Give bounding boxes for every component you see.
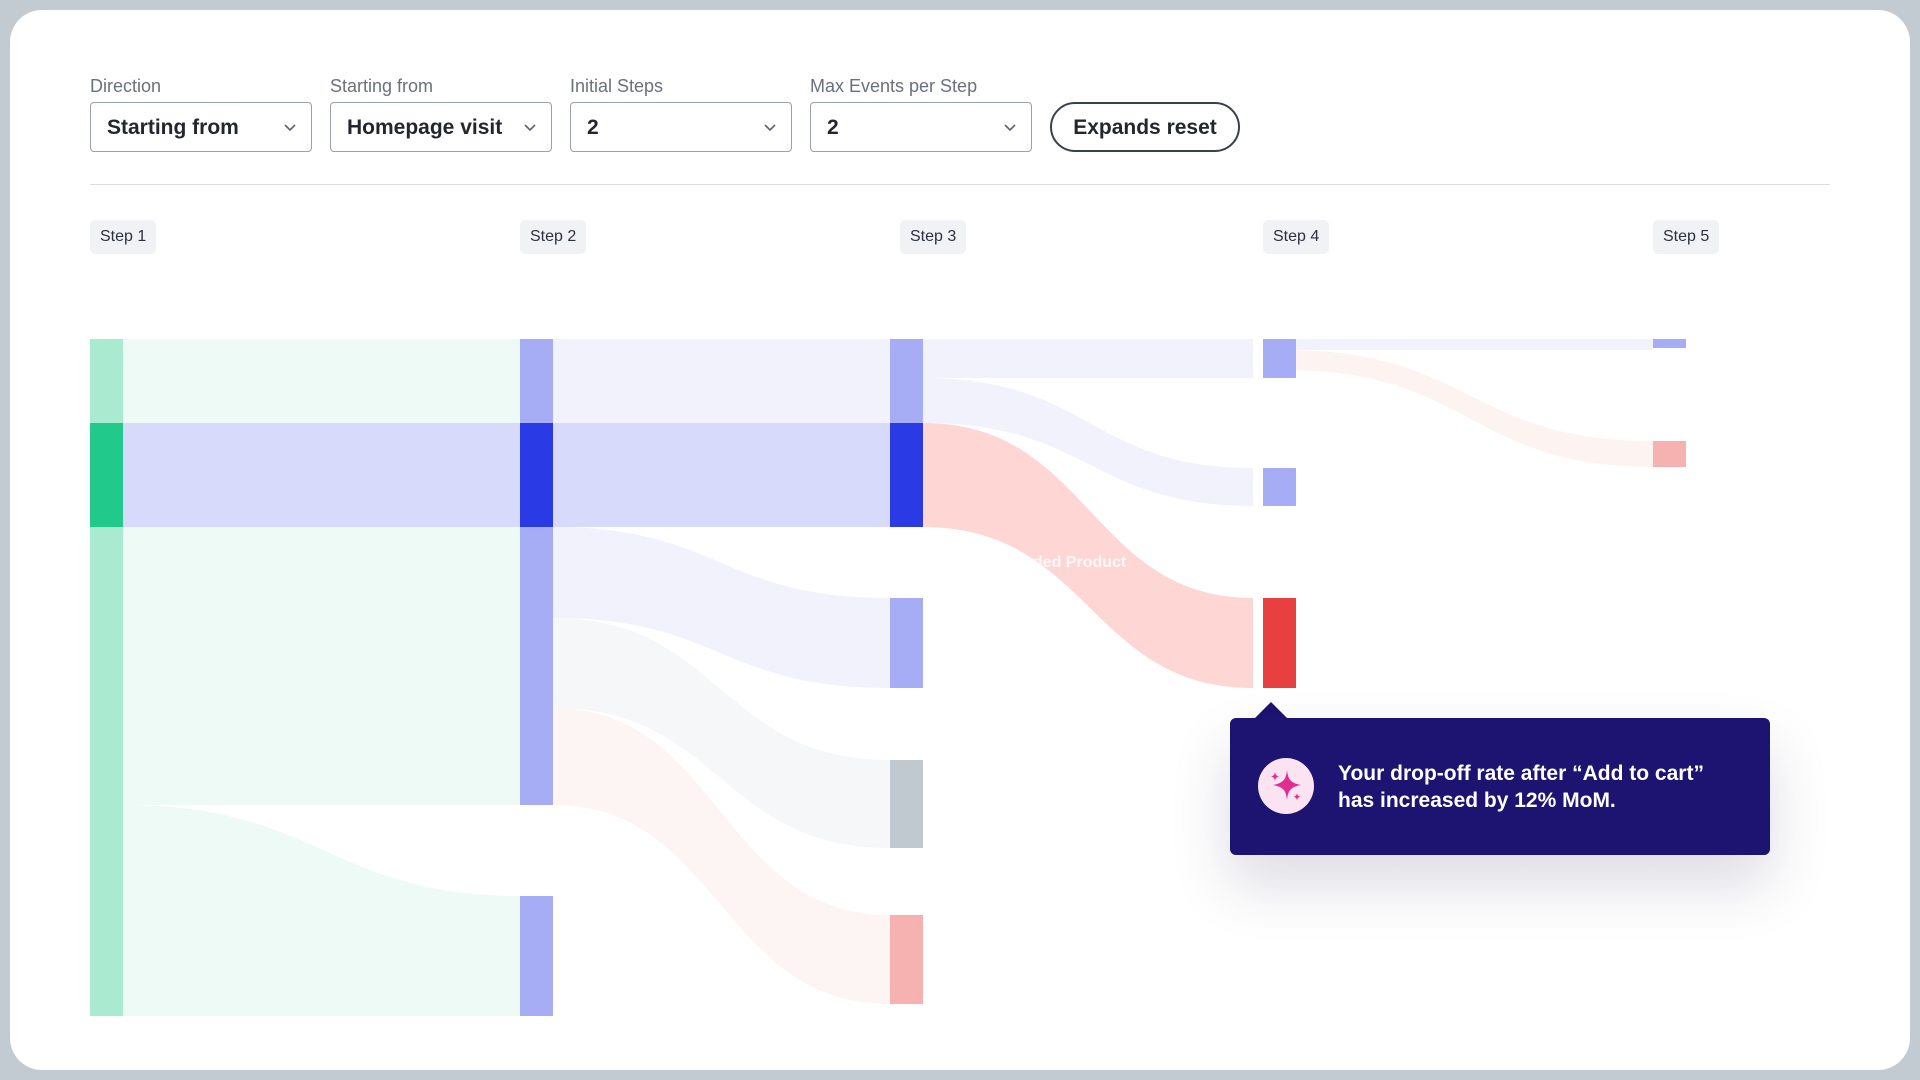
step-3-chip: Step 3	[900, 220, 967, 254]
chevron-down-icon	[764, 124, 776, 132]
divider	[90, 184, 1830, 185]
flow-node-homepage-visit[interactable]	[90, 423, 123, 527]
flow-node[interactable]	[1653, 441, 1686, 467]
flow-node[interactable]	[890, 339, 923, 423]
flow-link[interactable]	[1286, 339, 1653, 350]
starting-from-label: Starting from	[330, 76, 434, 96]
flow-node-selected[interactable]	[520, 423, 553, 527]
initial-steps-select-value: 2	[587, 116, 599, 139]
initial-steps-label: Initial Steps	[570, 76, 664, 96]
flow-link[interactable]	[123, 339, 520, 423]
sparkle-icon	[1258, 758, 1314, 814]
step-4-chip: Step 4	[1263, 220, 1330, 254]
starting-from-select[interactable]: Homepage visit	[330, 102, 552, 152]
flow-link[interactable]	[553, 708, 890, 1004]
flow-link[interactable]	[923, 339, 1253, 378]
flow-node[interactable]	[890, 915, 923, 1004]
chevron-down-icon	[524, 124, 536, 132]
starting-from-select-value: Homepage visit	[347, 116, 503, 139]
flow-node[interactable]	[890, 598, 923, 688]
flow-node-add-to-cart[interactable]	[1263, 598, 1296, 688]
flow-node[interactable]	[890, 760, 923, 848]
chevron-down-icon	[1004, 124, 1016, 132]
flow-node[interactable]	[520, 339, 553, 805]
flow-link[interactable]	[923, 378, 1253, 506]
flow-link[interactable]	[123, 527, 520, 805]
direction-select-value: Starting from	[107, 116, 239, 139]
direction-select[interactable]: Starting from	[90, 102, 312, 152]
flow-node[interactable]	[1263, 468, 1296, 506]
user-flow-diagram	[90, 339, 1686, 1016]
flow-link-label: mended Product	[1000, 554, 1127, 571]
flow-link[interactable]	[553, 618, 890, 848]
tooltip-message: Your drop-off rate after “Add to cart” h…	[1338, 762, 1704, 812]
flow-link[interactable]	[553, 423, 890, 527]
chevron-down-icon	[284, 124, 296, 132]
step-2-chip: Step 2	[520, 220, 587, 254]
step-5-chip: Step 5	[1653, 220, 1720, 254]
flow-link[interactable]	[553, 339, 890, 423]
direction-label: Direction	[90, 76, 162, 96]
flow-link[interactable]	[123, 423, 520, 527]
flow-link[interactable]	[553, 527, 890, 688]
flow-link[interactable]	[123, 805, 520, 1016]
expands-reset-button[interactable]: Expands reset	[1050, 102, 1240, 152]
max-events-select[interactable]: 2	[810, 102, 1032, 152]
flow-node[interactable]	[520, 896, 553, 1016]
insight-tooltip: Your drop-off rate after “Add to cart” h…	[1230, 718, 1770, 855]
flow-node[interactable]	[1263, 339, 1296, 378]
flow-link[interactable]	[923, 423, 1253, 688]
flow-node[interactable]	[1653, 339, 1686, 348]
step-1-chip: Step 1	[90, 220, 157, 254]
initial-steps-select[interactable]: 2	[570, 102, 792, 152]
max-events-select-value: 2	[827, 116, 839, 139]
tooltip-arrow	[1255, 702, 1287, 718]
max-events-label: Max Events per Step	[810, 76, 978, 96]
app-frame: Direction Starting from Starting from Ho…	[10, 10, 1910, 1070]
flow-link[interactable]	[1286, 350, 1653, 467]
flow-node-selected[interactable]	[890, 423, 923, 527]
